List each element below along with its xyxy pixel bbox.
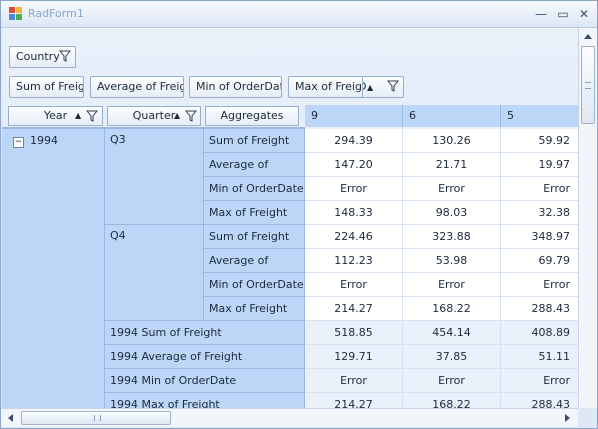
- data-cell[interactable]: 53.98: [403, 249, 501, 273]
- data-cell[interactable]: 214.27: [305, 297, 403, 321]
- data-cell[interactable]: 168.22: [403, 297, 501, 321]
- data-cell[interactable]: 32.38: [501, 201, 578, 225]
- subtotal-cell[interactable]: Error: [403, 369, 501, 393]
- quarter-row-header-cell: Q3: [105, 129, 204, 225]
- subtotal-cell[interactable]: 454.14: [403, 321, 501, 345]
- data-cell[interactable]: 21.71: [403, 153, 501, 177]
- aggregates-row-header[interactable]: Aggregates: [205, 106, 299, 126]
- data-cell[interactable]: 112.23: [305, 249, 403, 273]
- data-cell[interactable]: 348.97: [501, 225, 578, 249]
- app-icon: [9, 7, 22, 20]
- vertical-scrollbar[interactable]: [578, 28, 597, 408]
- subtotal-cell[interactable]: 288.43: [501, 393, 578, 408]
- data-cell[interactable]: Error: [403, 273, 501, 297]
- aggregate-row-label: Average of Freigh: [204, 249, 305, 291]
- year-row-header-cell: − 1994: [2, 129, 105, 408]
- sort-ascending-icon[interactable]: ▲: [367, 83, 374, 92]
- scroll-up-arrow-icon[interactable]: [584, 34, 592, 39]
- data-cell[interactable]: 147.20: [305, 153, 403, 177]
- data-cell[interactable]: 148.33: [305, 201, 403, 225]
- data-cell[interactable]: 294.39: [305, 129, 403, 153]
- close-button[interactable]: ✕: [578, 7, 590, 21]
- minimize-button[interactable]: —: [535, 7, 547, 21]
- subtotal-row-label: 1994 Average of Freight: [105, 345, 305, 369]
- sort-ascending-icon[interactable]: ▲: [75, 111, 82, 120]
- subtotal-cell[interactable]: 129.71: [305, 345, 403, 369]
- subtotal-row-label: 1994 Min of OrderDate: [105, 369, 305, 393]
- data-cell[interactable]: Error: [501, 177, 578, 201]
- year-label: 1994: [30, 134, 58, 147]
- data-cell[interactable]: 288.43: [501, 297, 578, 321]
- data-cell[interactable]: 98.03: [403, 201, 501, 225]
- data-cell[interactable]: 130.26: [403, 129, 501, 153]
- year-header-label: Year: [43, 109, 68, 122]
- aggregate-row-label: Max of Freight: [204, 297, 305, 321]
- vertical-scroll-thumb[interactable]: [581, 46, 595, 124]
- horizontal-scroll-thumb[interactable]: [21, 411, 171, 425]
- column-header[interactable]: 5: [501, 105, 578, 127]
- subtotal-row-label: 1994 Max of Freight: [105, 393, 305, 408]
- scroll-left-arrow-icon[interactable]: [8, 414, 13, 422]
- aggregate-row-label: Sum of Freight: [204, 129, 305, 153]
- subtotal-cell[interactable]: 51.11: [501, 345, 578, 369]
- maximize-button[interactable]: ▭: [557, 7, 569, 21]
- aggregate-chip-max-freight[interactable]: Max of Freig: [288, 76, 363, 98]
- data-cell[interactable]: 19.97: [501, 153, 578, 177]
- subtotal-cell[interactable]: 168.22: [403, 393, 501, 408]
- filter-icon[interactable]: [59, 50, 71, 62]
- filter-icon[interactable]: [86, 110, 98, 122]
- subtotal-cell[interactable]: Error: [305, 369, 403, 393]
- data-cell[interactable]: 323.88: [403, 225, 501, 249]
- data-cell[interactable]: Error: [403, 177, 501, 201]
- aggregate-row-label: Max of Freight: [204, 201, 305, 225]
- aggregate-row-label: Min of OrderDate: [204, 273, 305, 297]
- country-filter-chip[interactable]: Country: [9, 46, 76, 68]
- filter-icon[interactable]: [387, 80, 399, 92]
- collapse-toggle[interactable]: −: [13, 137, 24, 148]
- data-cell[interactable]: Error: [305, 177, 403, 201]
- subtotal-cell[interactable]: 37.85: [403, 345, 501, 369]
- aggregate-row-label: Min of OrderDate: [204, 177, 305, 201]
- subtotal-cell[interactable]: Error: [501, 369, 578, 393]
- subtotal-row-label: 1994 Sum of Freight: [105, 321, 305, 345]
- year-row-header[interactable]: Year ▲: [8, 106, 103, 126]
- subtotal-cell[interactable]: 214.27: [305, 393, 403, 408]
- data-cell[interactable]: 69.79: [501, 249, 578, 273]
- quarter-row-header[interactable]: Quarter ▲: [107, 106, 201, 126]
- sort-ascending-icon[interactable]: ▲: [174, 111, 181, 120]
- title-bar[interactable]: RadForm1 — ▭ ✕: [1, 1, 597, 28]
- aggregate-row-label: Sum of Freight: [204, 225, 305, 249]
- subtotal-cell[interactable]: 408.89: [501, 321, 578, 345]
- quarter-row-header-cell: Q4: [105, 225, 204, 321]
- data-cell[interactable]: 224.46: [305, 225, 403, 249]
- aggregate-chip-sum-freight[interactable]: Sum of Freig: [9, 76, 84, 98]
- aggregate-chip-average-freight[interactable]: Average of Freig: [90, 76, 184, 98]
- column-header[interactable]: 6: [403, 105, 501, 127]
- data-cell[interactable]: Error: [501, 273, 578, 297]
- filter-icon[interactable]: [185, 110, 197, 122]
- aggregate-chip-min-orderdate[interactable]: Min of OrderDat: [189, 76, 282, 98]
- quarter-header-label: Quarter: [132, 109, 176, 122]
- window-title: RadForm1: [28, 7, 84, 20]
- scroll-right-arrow-icon[interactable]: [565, 414, 570, 422]
- data-cell[interactable]: 59.92: [501, 129, 578, 153]
- pivot-grid: Country D ▲ Sum of Freig Average of Frei…: [2, 28, 578, 408]
- subtotal-cell[interactable]: 518.85: [305, 321, 403, 345]
- data-cell[interactable]: Error: [305, 273, 403, 297]
- aggregate-row-label: Average of Freigh: [204, 153, 305, 195]
- column-header[interactable]: 9: [305, 105, 403, 127]
- horizontal-scrollbar[interactable]: [1, 408, 578, 427]
- country-filter-label: Country: [16, 50, 60, 63]
